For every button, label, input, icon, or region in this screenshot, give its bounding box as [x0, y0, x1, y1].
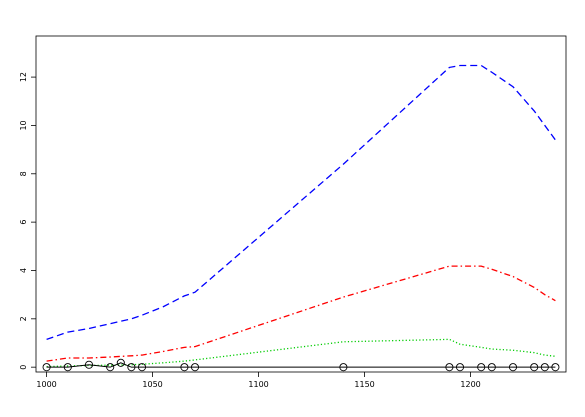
- data-point: [339, 363, 348, 372]
- data-point: [137, 363, 147, 372]
- x-tick-label: 1150: [354, 380, 374, 389]
- data-point: [42, 363, 51, 372]
- x-tick-label: 1050: [142, 380, 162, 389]
- series-layer: [42, 64, 560, 372]
- x-tick-label: 1100: [248, 380, 268, 389]
- data-point: [116, 358, 125, 367]
- data-point: [551, 363, 560, 372]
- data-point: [190, 363, 200, 372]
- y-tick-label: 4: [19, 268, 28, 273]
- x-tick-label: 1000: [36, 380, 56, 389]
- data-point: [127, 363, 136, 372]
- y-tick-label: 2: [19, 316, 28, 321]
- data-point: [455, 363, 465, 372]
- data-point: [487, 363, 496, 372]
- y-tick-label: 6: [19, 220, 28, 225]
- data-point: [180, 363, 189, 372]
- y-axis: 0 2 4 6 8 10 12: [19, 72, 36, 370]
- y-tick-label: 8: [19, 171, 28, 176]
- x-axis: 1000 1050 1100 1150 1200: [36, 372, 481, 389]
- data-point: [84, 360, 94, 369]
- series-line-2: [46, 338, 556, 368]
- y-tick-label: 0: [19, 365, 28, 370]
- data-point: [106, 363, 115, 372]
- data-point: [477, 363, 486, 372]
- data-point: [540, 363, 549, 372]
- series-line-0: [46, 64, 556, 340]
- y-tick-label: 12: [19, 72, 28, 82]
- series-line-3: [46, 362, 556, 368]
- x-tick-label: 1200: [460, 380, 480, 389]
- plot-frame: [35, 35, 567, 373]
- data-point: [508, 363, 518, 372]
- data-point: [63, 363, 72, 372]
- y-tick-label: 10: [19, 120, 28, 130]
- data-point: [530, 363, 539, 372]
- data-point: [445, 363, 454, 372]
